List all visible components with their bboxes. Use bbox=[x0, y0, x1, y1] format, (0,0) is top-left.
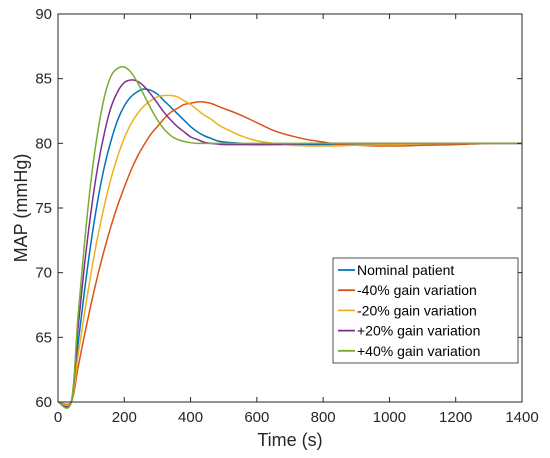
legend-label-0: Nominal patient bbox=[357, 262, 454, 278]
x-axis-title: Time (s) bbox=[257, 430, 322, 450]
legend-label-2: -20% gain variation bbox=[357, 302, 477, 318]
y-tick-label-2: 70 bbox=[35, 265, 52, 282]
legend-label-1: -40% gain variation bbox=[357, 282, 477, 298]
x-tick-label-6: 1200 bbox=[439, 409, 472, 426]
series-line-2 bbox=[57, 94, 522, 407]
y-tick-label-5: 85 bbox=[35, 71, 52, 88]
legend-label-3: +20% gain variation bbox=[357, 323, 480, 339]
y-tick-label-3: 75 bbox=[35, 200, 52, 217]
x-tick-label-4: 800 bbox=[311, 409, 336, 426]
series-layer bbox=[57, 65, 523, 409]
x-tick-label-0: 0 bbox=[54, 409, 62, 426]
y-axis-title: MAP (mmHg) bbox=[11, 154, 31, 263]
x-tick-label-7: 1400 bbox=[505, 409, 538, 426]
legend: Nominal patient -40% gain variation -20% g… bbox=[332, 257, 519, 364]
y-tick-label-0: 60 bbox=[35, 394, 52, 411]
y-tick-label-6: 90 bbox=[35, 6, 52, 23]
legend-box bbox=[332, 257, 519, 364]
series-line-4 bbox=[57, 65, 522, 409]
ticks-layer: 0 200 400 600 800 1000 1200 1400 60 65 70 75 80 85 90 bbox=[35, 6, 538, 426]
x-tick-label-3: 600 bbox=[244, 409, 269, 426]
y-tick-label-4: 80 bbox=[35, 135, 52, 152]
y-tick-label-1: 65 bbox=[35, 329, 52, 346]
x-tick-label-5: 1000 bbox=[373, 409, 406, 426]
legend-label-4: +40% gain variation bbox=[357, 343, 480, 359]
series-line-0 bbox=[57, 88, 522, 407]
x-tick-label-1: 200 bbox=[112, 409, 137, 426]
x-tick-label-2: 400 bbox=[178, 409, 203, 426]
